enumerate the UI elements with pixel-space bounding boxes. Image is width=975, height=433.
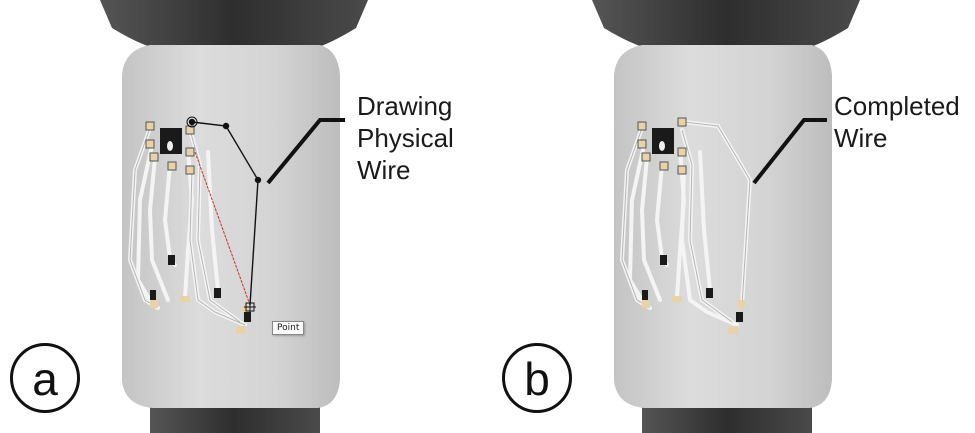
wire-edges xyxy=(621,121,751,323)
guide-points xyxy=(188,118,262,184)
pads xyxy=(637,117,746,334)
components xyxy=(150,128,251,322)
bottle-body xyxy=(614,45,832,408)
panel-a-illustration xyxy=(100,0,368,433)
wire-preview-line xyxy=(194,151,251,306)
panel-label: b xyxy=(502,343,572,413)
bottle-cap xyxy=(592,0,860,50)
bottle-body xyxy=(122,45,340,408)
callout-label: Completed Wire xyxy=(834,91,960,153)
cursor-crosshair-icon xyxy=(244,301,256,313)
wire-edges xyxy=(129,127,246,326)
bottle-cap xyxy=(100,0,368,50)
panel-label: a xyxy=(10,343,80,413)
panel-b: Completed Wire b xyxy=(492,0,972,433)
panel-a: Drawing Physical Wire Point a xyxy=(0,0,480,433)
callout-pointer xyxy=(266,118,345,185)
components xyxy=(642,128,743,322)
microcontroller-chip xyxy=(160,128,182,154)
callout-pointer xyxy=(752,118,827,185)
point-tooltip: Point xyxy=(272,321,305,335)
microcontroller-chip xyxy=(652,128,674,154)
callout-label: Drawing Physical Wire xyxy=(357,91,454,185)
wire-guide-line xyxy=(191,121,259,306)
panel-b-illustration xyxy=(592,0,860,433)
